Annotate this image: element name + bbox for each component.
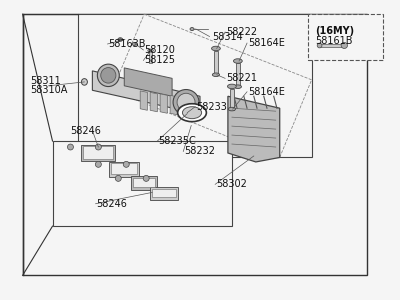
- Polygon shape: [109, 162, 139, 177]
- Ellipse shape: [97, 64, 119, 86]
- Ellipse shape: [132, 43, 136, 46]
- Ellipse shape: [317, 43, 322, 48]
- Text: 58120: 58120: [144, 45, 175, 55]
- Ellipse shape: [178, 104, 206, 122]
- Ellipse shape: [182, 107, 202, 118]
- Ellipse shape: [212, 73, 220, 76]
- Ellipse shape: [123, 161, 129, 167]
- Ellipse shape: [82, 79, 87, 85]
- Ellipse shape: [95, 161, 101, 167]
- Polygon shape: [140, 91, 147, 110]
- Text: 58246: 58246: [70, 126, 101, 136]
- Polygon shape: [111, 164, 137, 175]
- Text: 58164E: 58164E: [248, 87, 285, 97]
- Text: 58125: 58125: [144, 56, 175, 65]
- Text: 58164E: 58164E: [248, 38, 285, 48]
- Ellipse shape: [228, 84, 236, 88]
- Text: 58232: 58232: [184, 146, 215, 157]
- Ellipse shape: [143, 176, 149, 182]
- Ellipse shape: [115, 176, 121, 182]
- Ellipse shape: [118, 38, 123, 41]
- Ellipse shape: [341, 43, 348, 49]
- Polygon shape: [170, 95, 177, 115]
- Text: 58222: 58222: [226, 27, 257, 37]
- Text: 58221: 58221: [226, 73, 257, 83]
- Text: 58163B: 58163B: [108, 39, 146, 49]
- Bar: [230, 89, 234, 110]
- Text: 58246: 58246: [96, 199, 127, 209]
- Text: 58233: 58233: [196, 102, 227, 112]
- Polygon shape: [84, 146, 113, 159]
- Ellipse shape: [234, 85, 242, 88]
- Ellipse shape: [212, 46, 220, 51]
- Bar: [52, 141, 232, 226]
- Polygon shape: [124, 68, 172, 96]
- Text: (16MY): (16MY): [316, 26, 355, 36]
- Ellipse shape: [148, 49, 153, 52]
- Bar: [214, 52, 218, 75]
- Bar: [308, 14, 383, 60]
- Ellipse shape: [101, 68, 116, 83]
- Text: 58235C: 58235C: [158, 136, 196, 146]
- Polygon shape: [82, 145, 115, 161]
- Bar: [23, 14, 368, 275]
- Polygon shape: [150, 92, 157, 112]
- Text: 58311: 58311: [30, 76, 61, 86]
- Polygon shape: [133, 178, 155, 187]
- Text: 58310A: 58310A: [30, 85, 68, 95]
- Bar: [236, 63, 240, 87]
- Text: 58302: 58302: [216, 179, 247, 189]
- Text: 58161B: 58161B: [316, 36, 353, 46]
- Polygon shape: [131, 176, 157, 190]
- Polygon shape: [152, 188, 176, 197]
- Ellipse shape: [177, 93, 195, 111]
- Bar: [78, 14, 312, 158]
- Polygon shape: [150, 187, 178, 200]
- Ellipse shape: [234, 59, 242, 63]
- Polygon shape: [228, 96, 280, 162]
- Polygon shape: [180, 97, 187, 116]
- Ellipse shape: [95, 144, 101, 150]
- Text: 58314: 58314: [212, 32, 243, 41]
- Ellipse shape: [190, 28, 194, 31]
- Ellipse shape: [119, 39, 121, 40]
- Ellipse shape: [68, 144, 74, 150]
- Polygon shape: [92, 71, 200, 114]
- Bar: [320, 44, 344, 47]
- Ellipse shape: [173, 89, 199, 115]
- Ellipse shape: [228, 107, 236, 111]
- Polygon shape: [160, 94, 167, 113]
- Bar: [149, 52, 152, 63]
